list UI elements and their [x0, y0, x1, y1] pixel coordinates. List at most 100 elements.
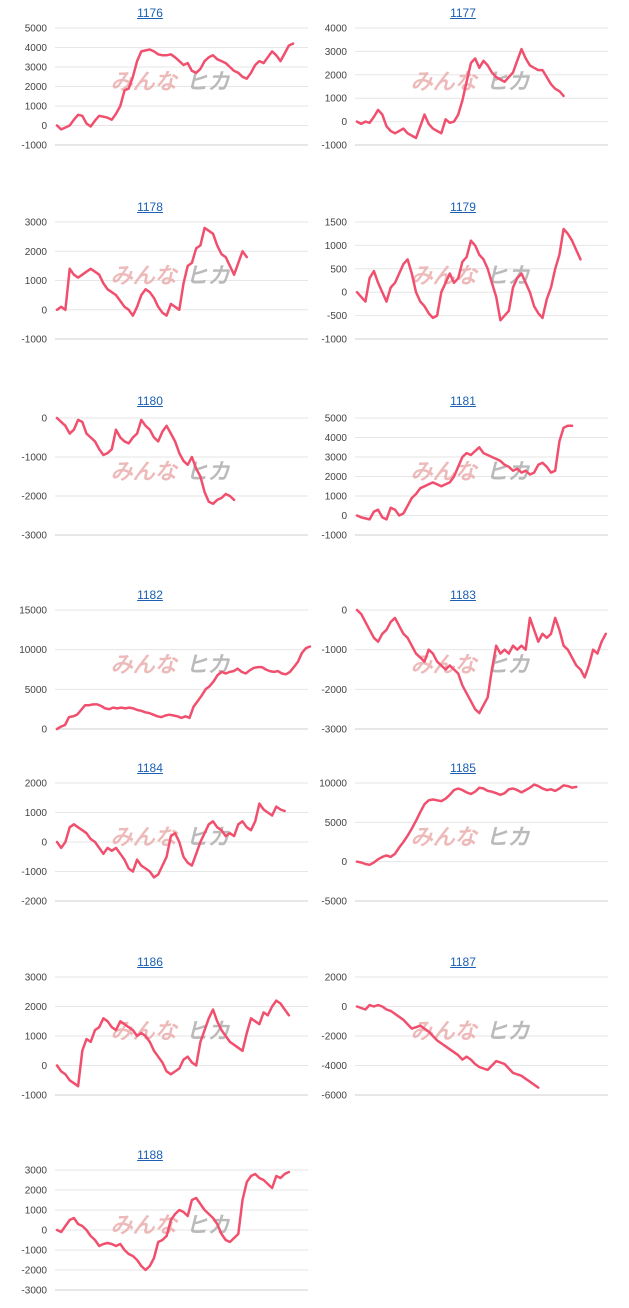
watermark-left: みんな	[411, 825, 479, 850]
chart-title-link[interactable]: 1185	[450, 761, 476, 775]
y-tick-label: 0	[41, 725, 47, 736]
watermark-left: みんな	[411, 1019, 479, 1044]
watermark-left: みんな	[111, 70, 179, 95]
chart-title-link[interactable]: 1181	[450, 394, 476, 408]
chart-title-link[interactable]: 1180	[137, 394, 163, 408]
series-line	[55, 645, 312, 731]
y-tick-label: 5000	[25, 685, 48, 696]
y-tick-label: 2000	[325, 472, 348, 483]
y-tick-label: 3000	[25, 218, 48, 229]
y-tick-label: 0	[41, 1226, 47, 1237]
series-line	[355, 608, 608, 715]
series-line	[55, 802, 286, 879]
watermark-right: ヒカ	[186, 825, 231, 850]
y-tick-label: 0	[41, 414, 47, 425]
y-tick-label: 10000	[19, 645, 47, 656]
y-tick-label: -1000	[21, 1246, 47, 1257]
y-tick-label: 4000	[25, 43, 48, 54]
y-tick-label: -4000	[321, 1061, 347, 1072]
chart-1185: 1185 10000 5000 0 -5000 みんな ヒカ	[313, 755, 613, 917]
chart-1176: 1176 5000 4000 3000 2000 1000 0 -1000 みんな ヒカ	[0, 0, 308, 161]
y-tick-label: 0	[341, 117, 347, 128]
chart-title-link[interactable]: 1183	[450, 588, 476, 602]
y-tick-label: 2000	[25, 247, 48, 258]
y-tick-label: 2000	[25, 82, 48, 93]
y-tick-label: -1000	[321, 531, 347, 542]
series-line	[55, 1170, 291, 1272]
chart-title-link[interactable]: 1188	[137, 1148, 163, 1162]
series-line	[355, 47, 565, 140]
y-tick-label: 0	[341, 511, 347, 522]
series-line	[55, 42, 295, 131]
watermark-right: ヒカ	[486, 825, 531, 850]
y-tick-label: 2000	[25, 1186, 48, 1197]
chart-1182: 1182 15000 10000 5000 0 みんな ヒカ	[0, 582, 312, 745]
y-tick-label: -2000	[21, 1266, 47, 1277]
chart-title-link[interactable]: 1187	[450, 955, 476, 969]
watermark-left: みんな	[111, 460, 179, 485]
chart-plot: 10000 5000 0 -5000 みんな ヒカ	[319, 779, 608, 908]
y-tick-label: 10000	[319, 779, 347, 790]
y-tick-label: 2000	[325, 70, 348, 81]
series-line	[55, 416, 236, 506]
y-tick-label: 0	[41, 305, 47, 316]
y-tick-label: 1000	[25, 1032, 48, 1043]
y-tick-label: -1000	[21, 1091, 47, 1102]
chart-title-link[interactable]: 1176	[137, 6, 163, 20]
y-tick-label: -1000	[21, 867, 47, 878]
y-tick-label: 1000	[325, 94, 348, 105]
chart-1181: 1181 5000 4000 3000 2000 1000 0 -1000 みんな ヒカ	[313, 388, 613, 551]
chart-title-link[interactable]: 1177	[450, 6, 476, 20]
y-tick-label: 1500	[325, 218, 348, 229]
y-tick-label: 5000	[325, 414, 348, 425]
watermark-right: ヒカ	[486, 1019, 531, 1044]
chart-title-link[interactable]: 1179	[450, 200, 476, 214]
chart-1179: 1179 1500 1000 500 0 -500 -1000 みんな ヒカ	[313, 194, 613, 355]
chart-1183: 1183 0 -1000 -2000 -3000 みんな ヒカ	[313, 582, 613, 745]
y-tick-label: -1000	[321, 141, 347, 152]
watermark-right: ヒカ	[186, 264, 231, 289]
watermark-right: ヒカ	[186, 1213, 231, 1238]
chart-plot: 2000 0 -2000 -4000 -6000 みんな ヒカ	[321, 973, 608, 1102]
y-tick-label: 3000	[25, 973, 48, 984]
y-tick-label: -3000	[21, 531, 47, 542]
chart-title-link[interactable]: 1184	[137, 761, 163, 775]
y-tick-label: -2000	[21, 492, 47, 503]
y-tick-label: 1000	[325, 241, 348, 252]
y-tick-label: -1000	[21, 335, 47, 346]
y-tick-label: 2000	[25, 1002, 48, 1013]
chart-title-link[interactable]: 1178	[137, 200, 163, 214]
y-tick-label: 1000	[325, 492, 348, 503]
y-tick-label: 3000	[325, 453, 348, 464]
y-tick-label: 5000	[25, 24, 48, 35]
chart-1177: 1177 4000 3000 2000 1000 0 -1000 みんな ヒカ	[313, 0, 613, 161]
y-tick-label: 3000	[325, 47, 348, 58]
y-tick-label: 0	[341, 1002, 347, 1013]
y-tick-label: 0	[41, 838, 47, 849]
chart-1180: 1180 0 -1000 -2000 -3000 みんな ヒカ	[0, 388, 308, 551]
chart-title-link[interactable]: 1182	[137, 588, 163, 602]
y-tick-label: -1000	[321, 335, 347, 346]
chart-1178: 1178 3000 2000 1000 0 -1000 みんな ヒカ	[0, 194, 308, 355]
y-tick-label: 0	[41, 1061, 47, 1072]
y-tick-label: -2000	[21, 897, 47, 908]
y-tick-label: -6000	[321, 1091, 347, 1102]
chart-plot: 2000 1000 0 -1000 -2000 みんな ヒカ	[21, 779, 308, 908]
chart-title-link[interactable]: 1186	[137, 955, 163, 969]
watermark-left: みんな	[411, 653, 479, 678]
series-line	[55, 226, 249, 317]
y-tick-label: 0	[341, 857, 347, 868]
y-tick-label: 5000	[325, 818, 348, 829]
series-line	[355, 227, 582, 322]
y-tick-label: 1000	[25, 808, 48, 819]
chart-1187: 1187 2000 0 -2000 -4000 -6000 みんな ヒカ	[313, 949, 613, 1111]
chart-1184: 1184 2000 1000 0 -1000 -2000 みんな ヒカ	[0, 755, 308, 917]
y-tick-label: 3000	[25, 63, 48, 74]
